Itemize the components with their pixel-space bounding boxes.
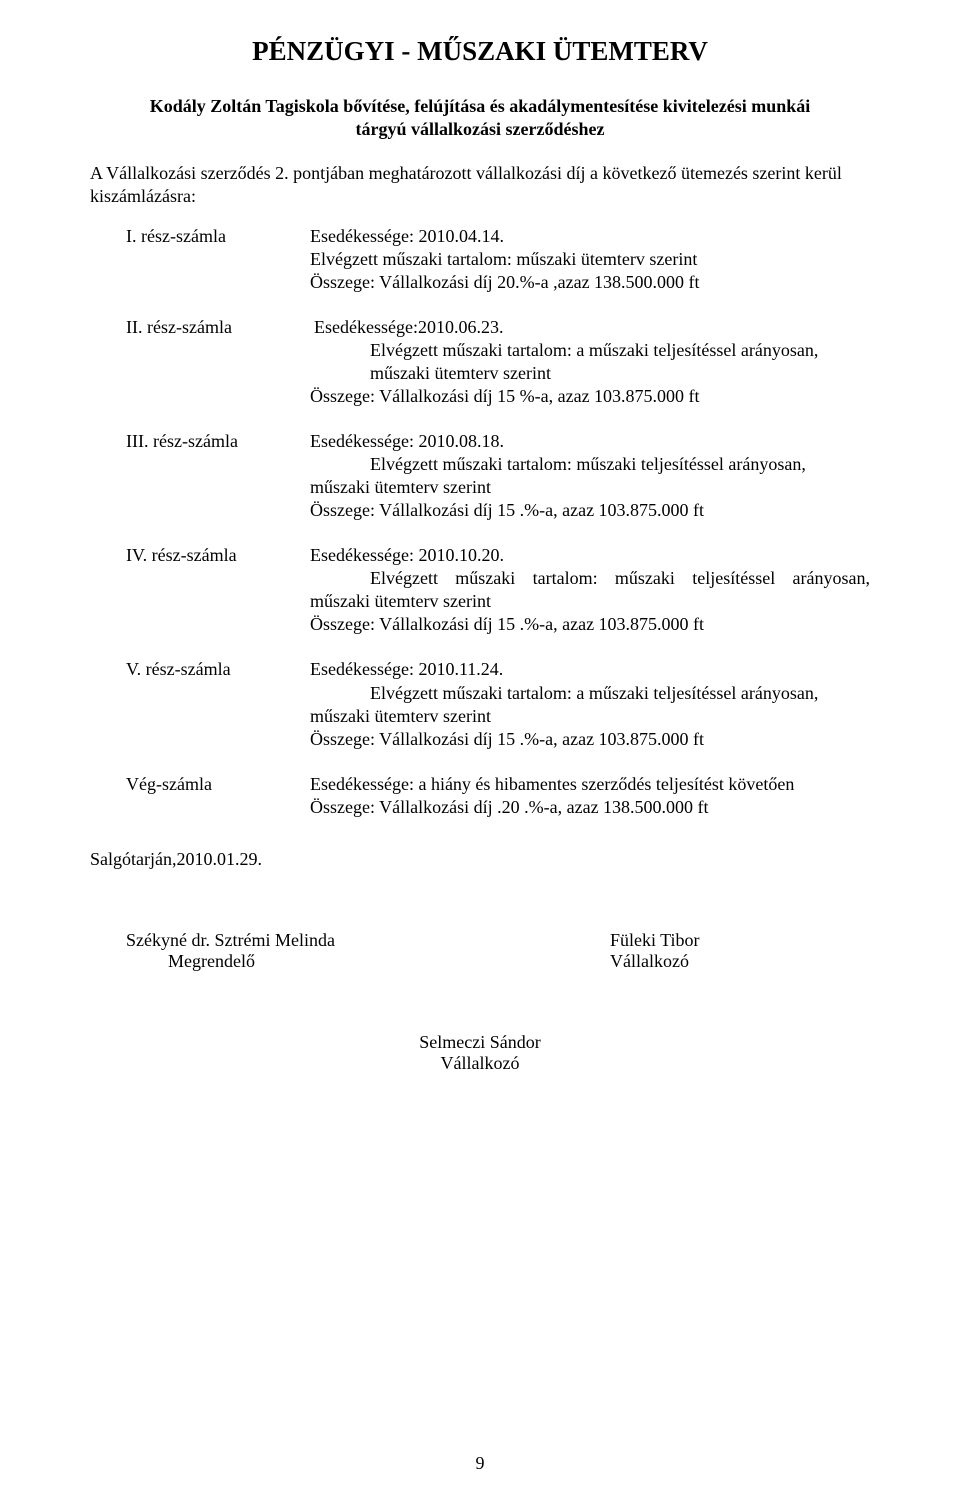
sig-right-name: Füleki Tibor [610,930,700,950]
place-date: Salgótarján,2010.01.29. [90,849,870,870]
invoice-item-label: II. rész-számla [90,316,310,408]
sig-center-role: Vállalkozó [441,1053,520,1073]
sig-right-role: Vállalkozó [610,951,689,971]
subtitle-line2: tárgyú vállalkozási szerződéshez [356,119,605,139]
invoice-item-label: III. rész-számla [90,430,310,522]
invoice-item: IV. rész-számla Esedékessége: 2010.10.20… [90,544,870,636]
amount-line: Összege: Vállalkozási díj 20.%-a ,azaz 1… [310,272,700,292]
content-line: Elvégzett műszaki tartalom: műszaki telj… [310,453,870,499]
invoice-item-body: Esedékessége: 2010.11.24. Elvégzett műsz… [310,658,870,750]
invoice-item: I. rész-számla Esedékessége: 2010.04.14.… [90,225,870,294]
invoice-item-body: Esedékessége:2010.06.23. Elvégzett műsza… [310,316,870,408]
page-number: 9 [0,1453,960,1474]
intro-text: A Vállalkozási szerződés 2. pontjában me… [90,162,870,207]
amount-line: Összege: Vállalkozási díj 15 .%-a, azaz … [310,613,704,636]
invoice-item-label: Vég-számla [90,773,310,819]
invoice-item-body: Esedékessége: 2010.10.20. Elvégzett műsz… [310,544,870,636]
amount-line: Összege: Vállalkozási díj .20 .%-a, azaz… [310,797,709,817]
signature-left: Székyné dr. Sztrémi Melinda Megrendelő [90,930,480,972]
invoice-item: II. rész-számla Esedékessége:2010.06.23.… [90,316,870,408]
signature-center: Selmeczi Sándor Vállalkozó [90,1032,870,1074]
due-line: Esedékessége: 2010.10.20. [310,545,504,565]
due-line: Esedékessége: 2010.04.14. [310,226,504,246]
signature-right: Füleki Tibor Vállalkozó [480,930,870,972]
page: PÉNZÜGYI - MŰSZAKI ÜTEMTERV Kodály Zoltá… [0,0,960,1496]
due-line: Esedékessége:2010.06.23. [310,317,503,337]
due-line: Esedékessége: 2010.11.24. [310,659,503,679]
invoice-item: III. rész-számla Esedékessége: 2010.08.1… [90,430,870,522]
amount-line: Összege: Vállalkozási díj 15 %-a, azaz 1… [310,386,700,406]
signature-row: Székyné dr. Sztrémi Melinda Megrendelő F… [90,930,870,972]
amount-line: Összege: Vállalkozási díj 15 .%-a, azaz … [310,729,704,749]
due-line: Esedékessége: a hiány és hibamentes szer… [310,774,794,794]
subtitle-line1: Kodály Zoltán Tagiskola bővítése, felújí… [150,96,811,116]
invoice-item-label: V. rész-számla [90,658,310,750]
due-line: Esedékessége: 2010.08.18. [310,431,504,451]
content-line: Elvégzett műszaki tartalom: a műszaki te… [310,339,870,385]
page-title: PÉNZÜGYI - MŰSZAKI ÜTEMTERV [90,36,870,67]
sig-left-role: Megrendelő [126,951,255,971]
invoice-item: Vég-számla Esedékessége: a hiány és hiba… [90,773,870,819]
sig-left-name: Székyné dr. Sztrémi Melinda [126,930,335,950]
invoice-item-label: IV. rész-számla [90,544,310,636]
amount-line: Összege: Vállalkozási díj 15 .%-a, azaz … [310,500,704,520]
sig-center-name: Selmeczi Sándor [419,1032,540,1052]
content-line: Elvégzett műszaki tartalom: műszaki ütem… [310,249,697,269]
invoice-item-body: Esedékessége: a hiány és hibamentes szer… [310,773,870,819]
subtitle: Kodály Zoltán Tagiskola bővítése, felújí… [90,95,870,140]
content-line: Elvégzett műszaki tartalom: műszaki telj… [310,567,870,613]
invoice-item-label: I. rész-számla [90,225,310,294]
invoice-item: V. rész-számla Esedékessége: 2010.11.24.… [90,658,870,750]
invoice-item-body: Esedékessége: 2010.08.18. Elvégzett műsz… [310,430,870,522]
content-line: Elvégzett műszaki tartalom: a műszaki te… [310,682,870,728]
invoice-item-body: Esedékessége: 2010.04.14. Elvégzett műsz… [310,225,870,294]
